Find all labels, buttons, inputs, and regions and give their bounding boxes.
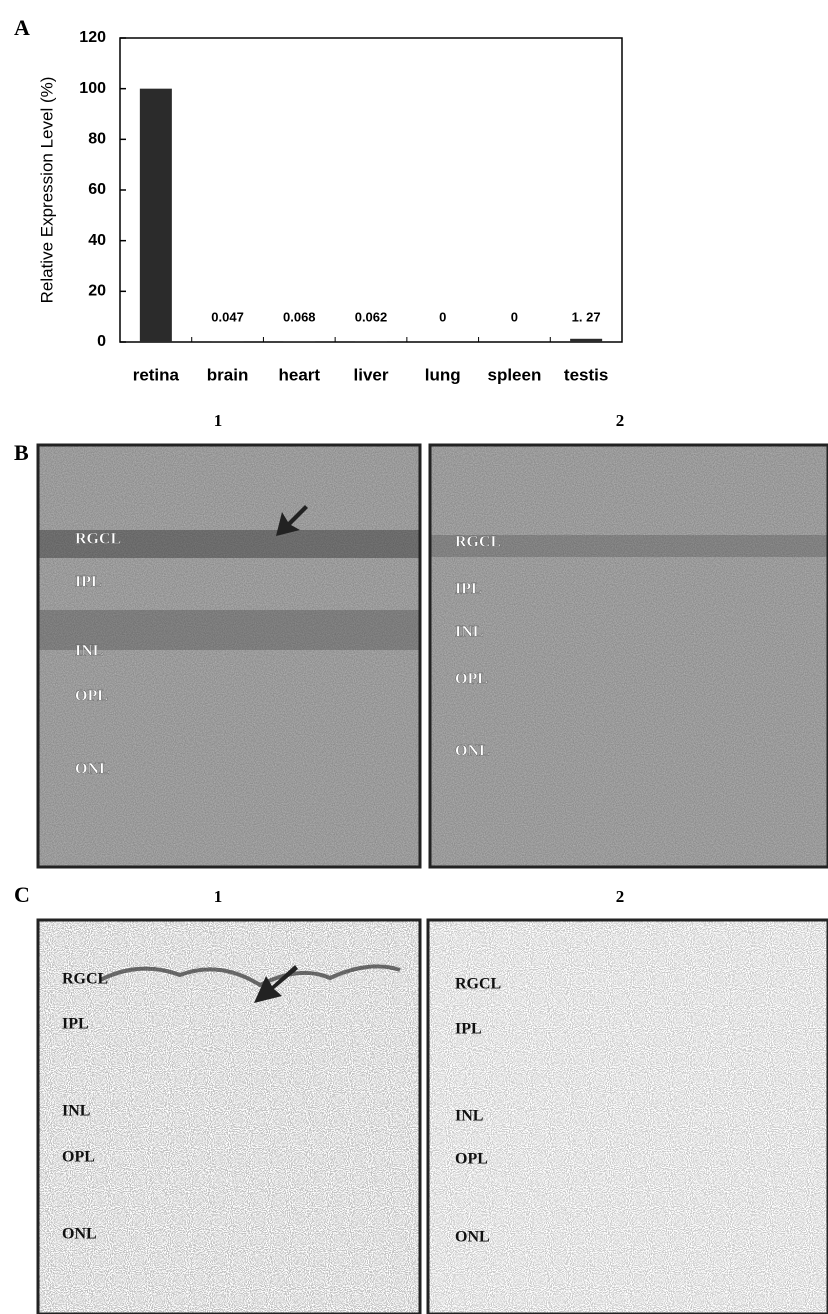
panel-label: C <box>14 882 30 907</box>
bar <box>140 89 172 342</box>
layer-label: INL <box>455 624 483 641</box>
y-axis-label: Relative Expression Level (%) <box>37 77 56 304</box>
layer-label: OPL <box>455 1151 488 1168</box>
x-tick-label: lung <box>425 365 461 384</box>
layer-label: IPL <box>455 1021 482 1038</box>
y-tick-label: 0 <box>97 333 106 350</box>
micrograph <box>430 445 828 867</box>
x-tick-label: liver <box>354 365 389 384</box>
value-label: 0 <box>511 309 518 324</box>
y-tick-label: 80 <box>88 131 106 148</box>
layer-label: OPL <box>75 688 108 705</box>
value-label: 0.068 <box>283 309 316 324</box>
layer-label: RGCL <box>62 971 108 988</box>
value-label: 0.062 <box>355 309 388 324</box>
layer-label: INL <box>455 1108 483 1125</box>
layer-label: ONL <box>62 1226 97 1243</box>
y-tick-label: 60 <box>88 181 106 198</box>
layer-label: IPL <box>75 574 102 591</box>
layer-label: RGCL <box>75 531 121 548</box>
image-label: 2 <box>616 411 625 430</box>
layer-label: RGCL <box>455 976 501 993</box>
y-tick-label: 40 <box>88 232 106 249</box>
x-tick-label: spleen <box>487 365 541 384</box>
value-label: 0 <box>439 309 446 324</box>
panel-label: B <box>14 440 29 465</box>
layer-label: ONL <box>455 1229 490 1246</box>
y-tick-label: 20 <box>88 283 106 300</box>
value-label: 0.047 <box>211 309 244 324</box>
figure: A Relative Expression Level (%) 02040608… <box>0 0 828 1314</box>
layer-label: OPL <box>62 1149 95 1166</box>
y-tick-label: 100 <box>79 80 106 97</box>
layer-label: RGCL <box>455 534 501 551</box>
layer-label: IPL <box>455 581 482 598</box>
layer-label: ONL <box>75 761 110 778</box>
layer-label: IPL <box>62 1016 89 1033</box>
layer-label: INL <box>62 1103 90 1120</box>
plot-frame <box>120 38 622 342</box>
y-tick-label: 120 <box>79 29 106 46</box>
page: A Relative Expression Level (%) 02040608… <box>0 0 828 1314</box>
layer-label: INL <box>75 643 103 660</box>
layer-label: ONL <box>455 743 490 760</box>
bar <box>570 339 602 342</box>
value-label: 1. 27 <box>572 309 601 324</box>
panel-label: A <box>14 15 30 40</box>
image-label: 1 <box>214 887 223 906</box>
x-tick-label: testis <box>564 365 608 384</box>
x-tick-label: brain <box>207 365 249 384</box>
layer-label: OPL <box>455 671 488 688</box>
image-label: 1 <box>214 411 223 430</box>
x-tick-label: heart <box>278 365 320 384</box>
x-tick-label: retina <box>133 365 180 384</box>
image-label: 2 <box>616 887 625 906</box>
